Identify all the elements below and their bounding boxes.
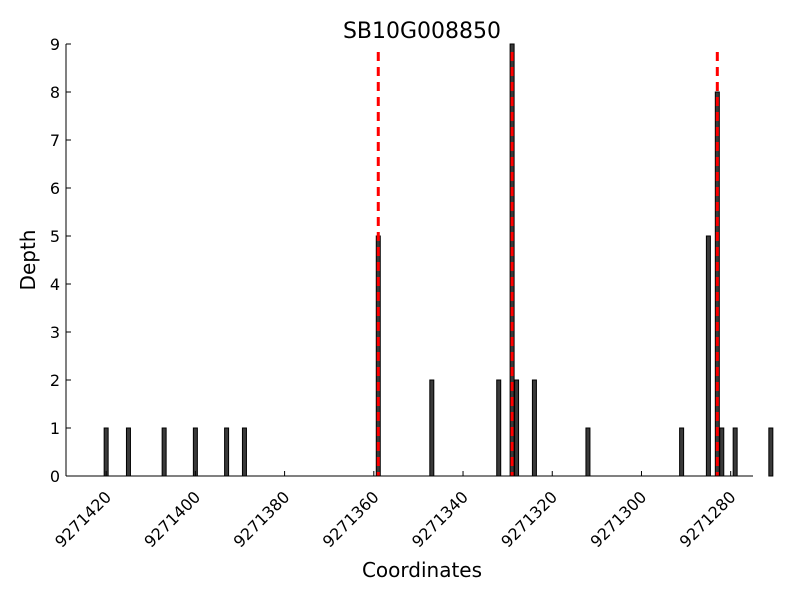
y-tick-label: 2 (50, 371, 60, 390)
bar (125, 427, 131, 477)
bar (719, 427, 725, 477)
bar (224, 427, 230, 477)
bar (429, 379, 435, 477)
x-tick-label: 9271380 (230, 487, 294, 551)
bar (679, 427, 685, 477)
x-tick-label: 9271360 (319, 487, 383, 551)
axes-group: 0 1 2 3 4 5 6 7 8 9 9271420 9271400 9271380 9271360 92… (50, 35, 753, 551)
chart-title: SB10G008850 (343, 19, 501, 44)
bar (241, 427, 247, 477)
x-tick-label: 9271280 (676, 487, 740, 551)
y-tick-label: 8 (50, 83, 60, 102)
bar (509, 43, 515, 477)
bar (161, 427, 167, 477)
x-tick-label: 9271340 (408, 487, 472, 551)
x-tick-label: 9271300 (586, 487, 650, 551)
x-axis-label: Coordinates (362, 558, 482, 582)
bar (705, 235, 711, 477)
y-tick-label: 5 (50, 227, 60, 246)
y-tick-label: 7 (50, 131, 60, 150)
y-tick-label: 6 (50, 179, 60, 198)
bars-group (103, 43, 774, 477)
bar (514, 379, 520, 477)
bar (732, 427, 738, 477)
bar (585, 427, 591, 477)
x-tick-label: 9271320 (497, 487, 561, 551)
bar (103, 427, 109, 477)
y-tick-label: 1 (50, 419, 60, 438)
bar (768, 427, 774, 477)
y-tick-label: 9 (50, 35, 60, 54)
bar (192, 427, 198, 477)
bar (496, 379, 502, 477)
y-axis-label: Depth (16, 230, 40, 291)
bar (531, 379, 537, 477)
y-tick-label: 0 (50, 467, 60, 486)
y-tick-label: 3 (50, 323, 60, 342)
x-tick-label: 9271420 (51, 487, 115, 551)
y-tick-label: 4 (50, 275, 60, 294)
x-tick-label: 9271400 (140, 487, 204, 551)
markers-group (376, 52, 719, 476)
